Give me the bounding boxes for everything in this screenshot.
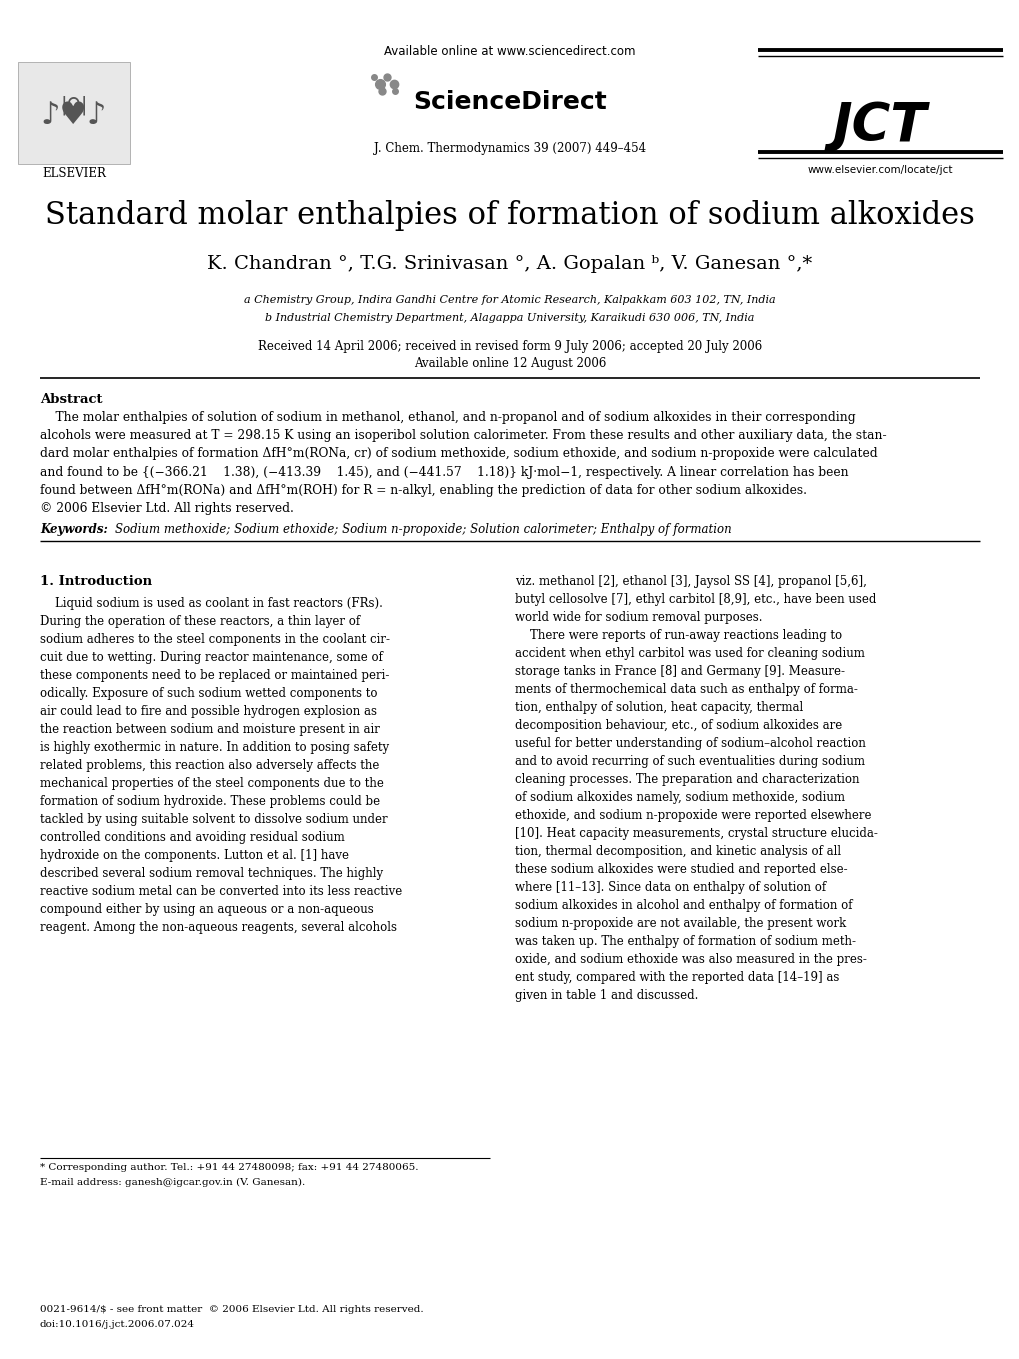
Text: Abstract: Abstract (40, 393, 102, 406)
Text: The molar enthalpies of solution of sodium in methanol, ethanol, and n-propanol : The molar enthalpies of solution of sodi… (40, 410, 886, 515)
Text: ♪♥♪: ♪♥♪ (41, 101, 107, 129)
Text: www.elsevier.com/locate/jct: www.elsevier.com/locate/jct (806, 164, 952, 175)
Text: 0021-9614/$ - see front matter  © 2006 Elsevier Ltd. All rights reserved.: 0021-9614/$ - see front matter © 2006 El… (40, 1305, 423, 1314)
Text: 1. Introduction: 1. Introduction (40, 575, 152, 588)
Text: Received 14 April 2006; received in revised form 9 July 2006; accepted 20 July 2: Received 14 April 2006; received in revi… (258, 340, 761, 353)
Text: |♀|: |♀| (60, 95, 88, 114)
Text: doi:10.1016/j.jct.2006.07.024: doi:10.1016/j.jct.2006.07.024 (40, 1320, 195, 1329)
Text: J. Chem. Thermodynamics 39 (2007) 449–454: J. Chem. Thermodynamics 39 (2007) 449–45… (374, 141, 645, 155)
Text: a Chemistry Group, Indira Gandhi Centre for Atomic Research, Kalpakkam 603 102, : a Chemistry Group, Indira Gandhi Centre … (244, 295, 775, 304)
Text: Available online 12 August 2006: Available online 12 August 2006 (414, 357, 605, 370)
Text: ELSEVIER: ELSEVIER (42, 167, 106, 179)
Text: Keywords:: Keywords: (40, 523, 108, 535)
Text: Liquid sodium is used as coolant in fast reactors (FRs).
During the operation of: Liquid sodium is used as coolant in fast… (40, 597, 401, 934)
Text: Sodium methoxide; Sodium ethoxide; Sodium n-propoxide; Solution calorimeter; Ent: Sodium methoxide; Sodium ethoxide; Sodiu… (115, 523, 731, 535)
Text: Available online at www.sciencedirect.com: Available online at www.sciencedirect.co… (384, 45, 635, 58)
Text: * Corresponding author. Tel.: +91 44 27480098; fax: +91 44 27480065.: * Corresponding author. Tel.: +91 44 274… (40, 1163, 418, 1171)
Text: JCT: JCT (832, 101, 926, 152)
Text: ScienceDirect: ScienceDirect (413, 90, 606, 114)
Text: viz. methanol [2], ethanol [3], Jaysol SS [4], propanol [5,6],
butyl cellosolve : viz. methanol [2], ethanol [3], Jaysol S… (515, 575, 877, 1002)
Bar (18, 63, 129, 164)
Text: b Industrial Chemistry Department, Alagappa University, Karaikudi 630 006, TN, I: b Industrial Chemistry Department, Alaga… (265, 313, 754, 323)
Text: Standard molar enthalpies of formation of sodium alkoxides: Standard molar enthalpies of formation o… (45, 200, 974, 231)
Text: E-mail address: ganesh@igcar.gov.in (V. Ganesan).: E-mail address: ganesh@igcar.gov.in (V. … (40, 1178, 305, 1188)
Text: K. Chandran °, T.G. Srinivasan °, A. Gopalan ᵇ, V. Ganesan °,*: K. Chandran °, T.G. Srinivasan °, A. Gop… (207, 255, 812, 273)
